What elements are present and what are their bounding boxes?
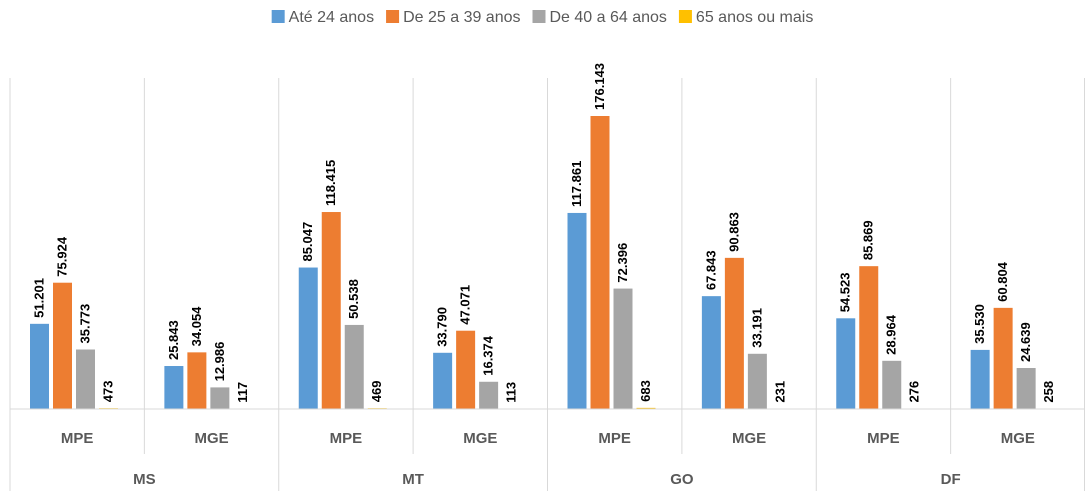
bar-5-2 [590,116,610,409]
bar-5-3 [613,288,633,409]
bar-1-2 [53,282,72,409]
bar-5-4 [636,407,656,409]
bar-2-3 [210,387,230,409]
legend-label-4: 65 anos ou mais [696,9,813,26]
bar-7-1 [836,318,856,409]
value-label-8-3: 24.639 [1018,322,1033,362]
value-label-2-4: 117 [235,382,250,403]
value-label-3-4: 469 [369,381,384,403]
value-label-7-3: 28.964 [884,314,899,355]
group-label-2: MT [402,471,424,488]
bar-2-2 [187,352,207,409]
bar-3-3 [344,324,364,409]
value-label-3-2: 118.415 [323,160,338,206]
bar-6-1 [701,296,721,409]
bar-3-2 [321,212,341,409]
category-label-8: MGE [1001,430,1035,447]
value-label-1-2: 75.924 [55,236,70,277]
group-label-1: MS [133,471,156,488]
value-label-7-4: 276 [907,381,922,403]
value-label-8-1: 35.530 [972,304,987,344]
legend-swatch-2 [386,10,400,23]
value-label-6-2: 90.863 [726,212,741,252]
bars [30,116,1059,410]
category-label-6: MGE [732,430,766,447]
bar-6-2 [724,257,744,409]
category-axis: MPE MGE MS MPE MGE MT MPE MGE GO MPE MGE DF [9,78,1085,491]
bar-6-3 [747,353,767,409]
value-label-2-2: 34.054 [189,306,204,347]
category-label-5: MPE [598,430,631,447]
bar-7-2 [859,266,879,409]
value-label-5-1: 117.861 [569,161,584,207]
value-label-3-3: 50.538 [346,279,361,319]
value-label-1-4: 473 [101,381,116,403]
value-label-7-2: 85.869 [861,220,876,260]
group-label-4: DF [941,471,961,488]
value-label-8-4: 258 [1041,381,1056,403]
value-label-1-1: 51.201 [32,278,47,318]
value-label-2-3: 12.986 [212,342,227,382]
value-label-3-1: 85.047 [300,222,315,262]
value-label-6-4: 231 [772,381,787,403]
legend-swatch-4 [678,10,692,23]
bar-1-3 [76,349,95,409]
group-label-3: GO [670,471,694,488]
category-label-1: MPE [61,430,94,447]
value-label-1-3: 35.773 [78,304,93,344]
value-label-4-2: 47.071 [458,285,473,325]
bar-7-3 [882,360,902,409]
value-label-2-1: 25.843 [166,320,181,360]
legend-swatch-3 [532,10,546,23]
bar-8-1 [970,349,990,409]
value-labels: 51.201 75.924 35.773 473 25.843 34.054 12.986 1… [32,63,1057,403]
bar-1-1 [30,323,49,409]
bar-5-1 [567,212,587,409]
value-label-5-3: 72.396 [615,243,630,283]
value-label-4-3: 16.374 [481,335,496,376]
legend-label-3: De 40 a 64 anos [550,9,667,26]
bar-4-2 [456,330,476,409]
category-label-2: MGE [194,430,228,447]
bar-3-1 [298,267,318,409]
bar-4-3 [479,381,499,409]
category-label-3: MPE [330,430,363,447]
value-label-7-1: 54.523 [838,273,853,313]
legend: Até 24 anos De 25 a 39 anos De 40 a 64 ano… [271,9,813,26]
value-label-6-1: 67.843 [703,250,718,290]
value-label-8-2: 60.804 [995,261,1010,302]
bar-8-3 [1016,368,1036,409]
bar-2-1 [164,366,184,409]
value-label-4-4: 113 [504,382,519,403]
category-label-7: MPE [867,430,900,447]
value-label-6-3: 33.191 [749,308,764,348]
category-label-4: MGE [463,430,497,447]
value-label-5-4: 683 [638,380,653,402]
legend-label-1: Até 24 anos [289,9,374,26]
value-label-5-2: 176.143 [592,63,607,110]
legend-swatch-1 [271,10,285,23]
value-label-4-1: 33.790 [435,307,450,347]
bar-4-1 [433,352,453,409]
legend-label-2: De 25 a 39 anos [403,9,520,26]
bar-8-2 [993,307,1013,409]
